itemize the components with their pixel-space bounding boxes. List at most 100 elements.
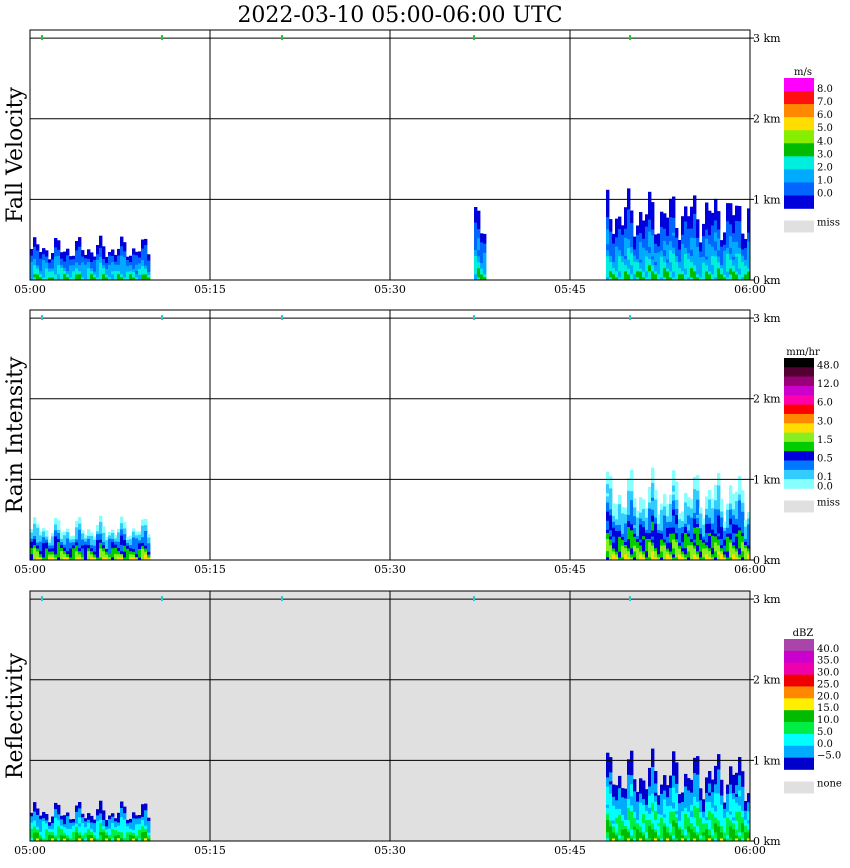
echo-cell	[687, 527, 691, 531]
echo-cell	[675, 252, 679, 256]
echo-cell	[606, 795, 610, 799]
echo-cell	[474, 246, 478, 250]
echo-cell	[147, 551, 151, 555]
echo-cell	[717, 763, 721, 767]
echo-cell	[696, 804, 700, 808]
echo-cell	[483, 264, 487, 269]
echo-cell	[618, 264, 622, 269]
echo-cell	[675, 276, 679, 281]
echo-cell	[66, 264, 70, 268]
echo-cell	[726, 829, 730, 833]
echo-cell	[696, 810, 700, 815]
echo-cell	[72, 261, 76, 266]
echo-cell	[630, 252, 634, 257]
echo-cell	[729, 503, 733, 507]
echo-cell	[720, 504, 724, 509]
echo-cell	[714, 496, 718, 501]
echo-cell	[684, 792, 688, 796]
echo-cell	[732, 780, 736, 785]
echo-cell	[654, 544, 658, 549]
echo-cell	[702, 823, 706, 827]
echo-cell	[627, 557, 631, 561]
echo-cell	[726, 524, 730, 528]
echo-cell	[138, 835, 142, 839]
echo-cell	[51, 822, 55, 827]
echo-cell	[642, 241, 646, 245]
echo-cell	[696, 240, 700, 244]
colorbar-swatch	[784, 733, 814, 747]
echo-cell	[627, 256, 631, 260]
echo-cell	[111, 550, 115, 555]
echo-cell	[648, 240, 652, 244]
echo-cell	[639, 247, 643, 251]
echo-cell	[651, 790, 655, 794]
echo-cell	[720, 517, 724, 521]
echo-cell	[483, 252, 487, 256]
echo-cell	[99, 831, 103, 836]
echo-cell	[714, 536, 718, 540]
echo-cell	[96, 809, 100, 813]
echo-cell	[726, 217, 730, 222]
echo-cell	[636, 249, 640, 254]
echo-cell	[672, 551, 676, 555]
echo-cell	[651, 557, 655, 561]
echo-cell	[699, 277, 703, 281]
echo-cell	[639, 784, 643, 788]
echo-cell	[663, 243, 667, 247]
echo-cell	[627, 511, 631, 515]
echo-cell	[672, 796, 676, 800]
echo-cell	[657, 834, 661, 839]
colorbar-label: 0.0	[817, 482, 833, 493]
echo-cell	[135, 270, 139, 275]
echo-cell	[735, 775, 739, 780]
x-tick-label: 06:00	[734, 844, 766, 857]
y-tick-label: 0 km	[753, 835, 781, 848]
echo-cell	[618, 802, 622, 806]
echo-cell	[687, 829, 691, 833]
echo-cell	[480, 265, 484, 269]
echo-cell	[42, 812, 46, 816]
echo-cell	[690, 532, 694, 536]
echo-cell	[627, 226, 631, 231]
echo-cell	[672, 247, 676, 251]
echo-cell	[111, 541, 115, 546]
echo-cell	[78, 556, 82, 561]
echo-cell	[114, 818, 118, 822]
echo-cell	[474, 270, 478, 275]
echo-cell	[708, 819, 712, 824]
echo-cell	[618, 790, 622, 795]
echo-cell	[102, 529, 106, 533]
echo-cell	[99, 241, 103, 245]
echo-cell	[30, 831, 34, 836]
echo-cell	[606, 262, 610, 266]
echo-cell	[618, 554, 622, 558]
height-marker	[473, 315, 475, 321]
echo-cell	[630, 523, 634, 528]
echo-cell	[474, 258, 478, 263]
echo-cell	[141, 539, 145, 543]
echo-cell	[702, 551, 706, 555]
echo-cell	[627, 529, 631, 534]
echo-cell	[693, 270, 697, 275]
echo-cell	[30, 822, 34, 826]
colorbar-swatch	[784, 385, 814, 396]
echo-cell	[627, 203, 631, 207]
echo-cell	[744, 239, 748, 243]
echo-cell	[717, 814, 721, 818]
echo-cell	[54, 271, 58, 275]
y-tick-label: 1 km	[753, 754, 781, 767]
echo-cell	[636, 231, 640, 235]
echo-cell	[117, 258, 121, 262]
echo-cell	[681, 243, 685, 247]
echo-cell	[45, 262, 49, 266]
echo-cell	[117, 834, 121, 839]
echo-cell	[684, 523, 688, 527]
echo-cell	[630, 529, 634, 534]
echo-cell	[648, 489, 652, 494]
echo-cell	[732, 825, 736, 830]
echo-cell	[678, 554, 682, 558]
echo-cell	[711, 532, 715, 536]
echo-cell	[708, 816, 712, 820]
echo-cell	[648, 249, 652, 253]
echo-cell	[54, 530, 58, 534]
